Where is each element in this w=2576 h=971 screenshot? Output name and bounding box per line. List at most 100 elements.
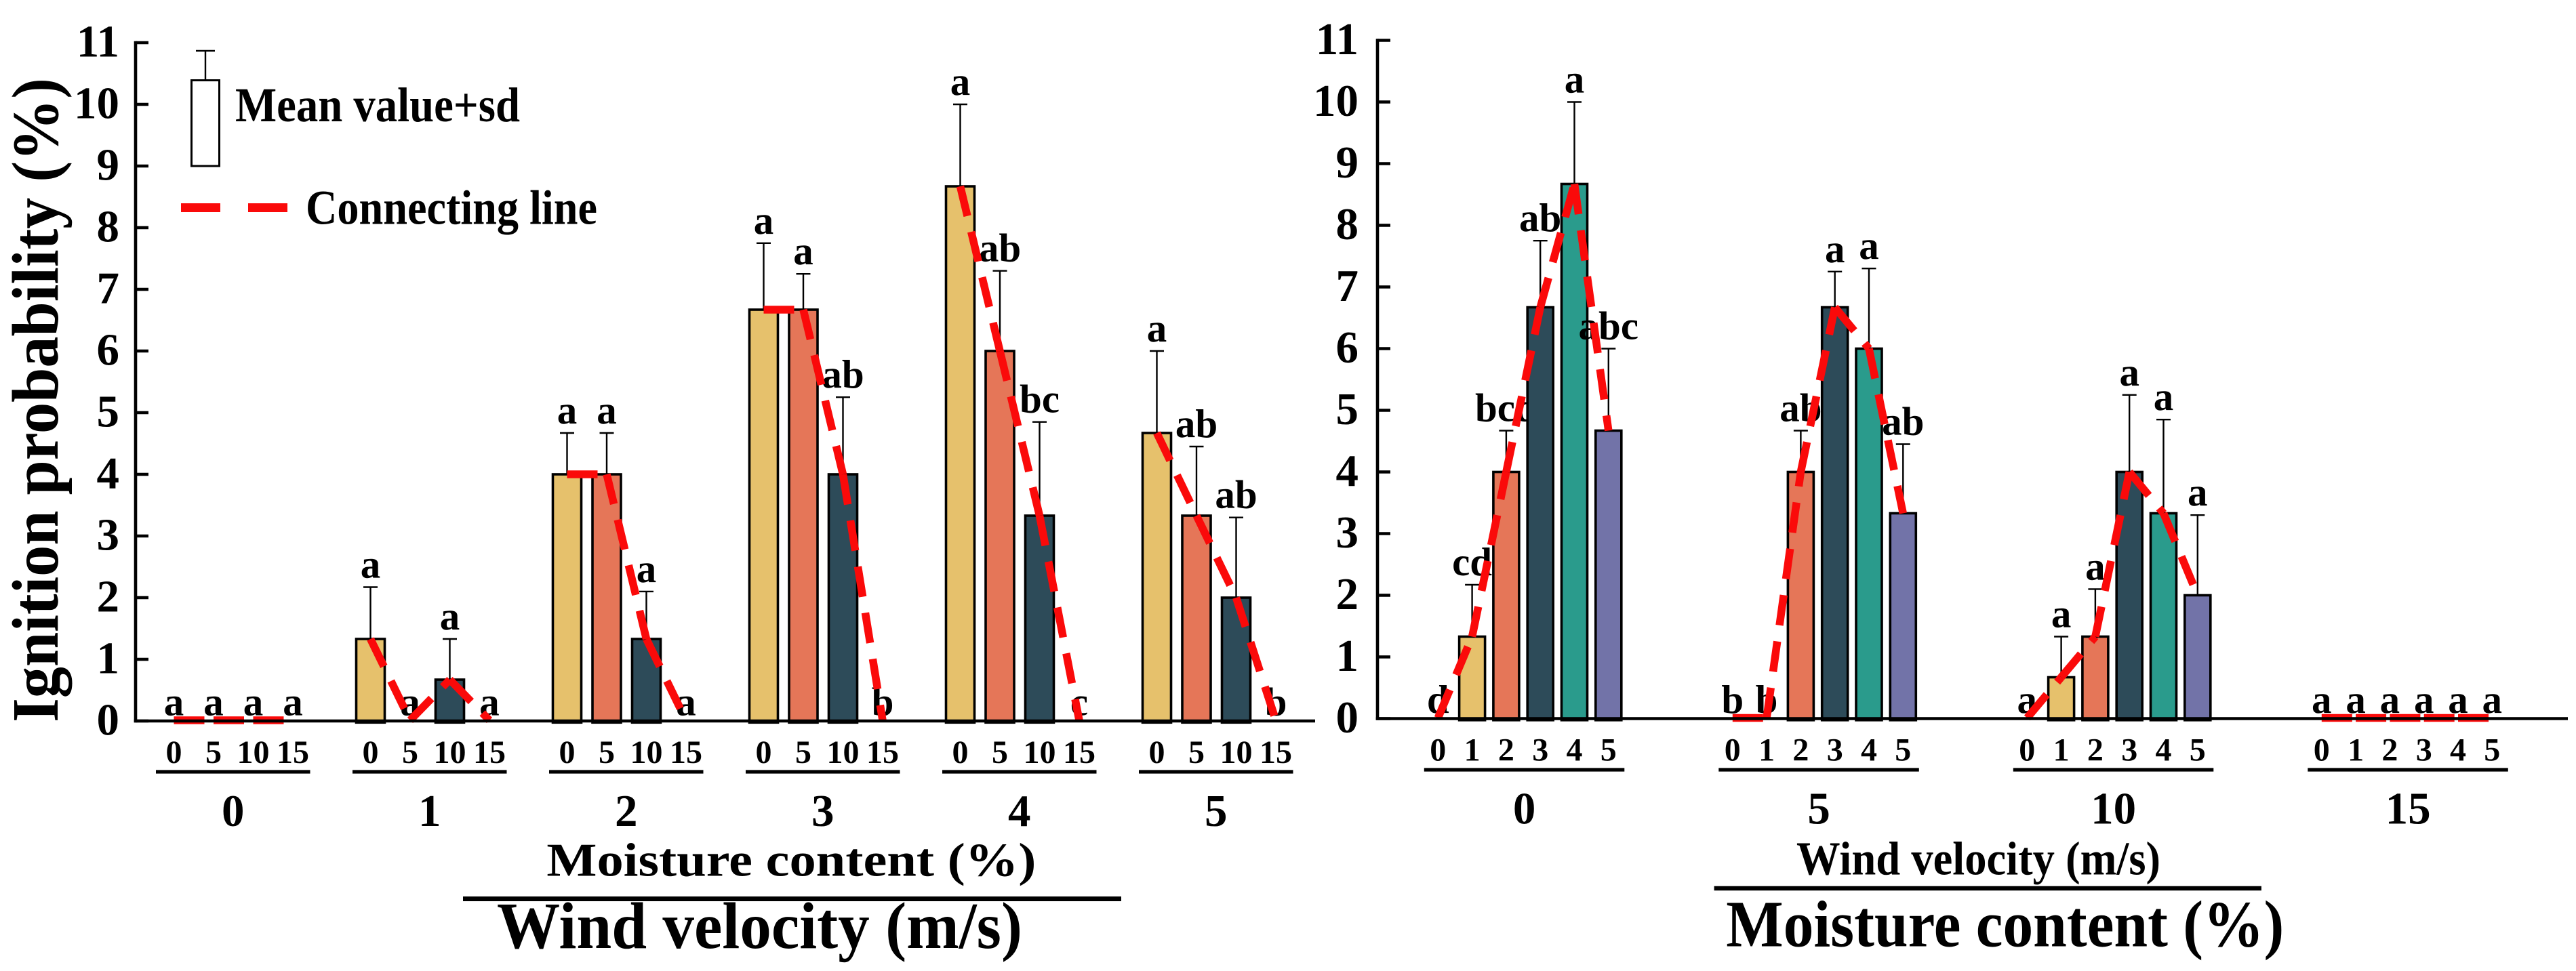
svg-text:a: a bbox=[1859, 223, 1879, 268]
svg-text:6: 6 bbox=[1336, 323, 1359, 373]
svg-text:Connecting line: Connecting line bbox=[306, 180, 597, 234]
svg-text:5: 5 bbox=[2484, 732, 2500, 768]
svg-text:11: 11 bbox=[77, 17, 119, 67]
svg-text:3: 3 bbox=[1827, 732, 1843, 768]
svg-text:a: a bbox=[597, 388, 617, 432]
svg-text:4: 4 bbox=[1861, 732, 1877, 768]
svg-text:3: 3 bbox=[97, 510, 120, 560]
svg-text:7: 7 bbox=[97, 264, 120, 314]
svg-text:4: 4 bbox=[1336, 446, 1359, 496]
svg-text:ab: ab bbox=[979, 226, 1021, 270]
svg-text:Wind velocity (m/s): Wind velocity (m/s) bbox=[1796, 833, 2160, 886]
svg-text:4: 4 bbox=[1567, 732, 1583, 768]
svg-text:3: 3 bbox=[1336, 508, 1359, 558]
svg-text:4: 4 bbox=[1008, 786, 1031, 836]
svg-text:15: 15 bbox=[670, 735, 702, 770]
svg-text:3: 3 bbox=[811, 786, 834, 836]
svg-text:5: 5 bbox=[205, 735, 222, 770]
svg-text:a: a bbox=[793, 228, 813, 273]
svg-text:5: 5 bbox=[402, 735, 418, 770]
svg-text:7: 7 bbox=[1336, 261, 1359, 311]
svg-text:a: a bbox=[2119, 350, 2139, 394]
svg-text:a: a bbox=[361, 542, 381, 587]
svg-text:abc: abc bbox=[1579, 304, 1639, 348]
svg-text:5: 5 bbox=[1601, 732, 1617, 768]
svg-text:a: a bbox=[754, 198, 774, 243]
svg-text:0: 0 bbox=[363, 735, 379, 770]
svg-text:0: 0 bbox=[2314, 732, 2330, 768]
svg-text:2: 2 bbox=[1498, 732, 1514, 768]
svg-text:10: 10 bbox=[630, 735, 663, 770]
svg-text:a: a bbox=[1825, 226, 1845, 271]
svg-text:10: 10 bbox=[74, 79, 119, 129]
svg-text:0: 0 bbox=[2019, 732, 2035, 768]
svg-text:0: 0 bbox=[97, 695, 120, 745]
svg-text:9: 9 bbox=[97, 140, 120, 190]
svg-text:ab: ab bbox=[1175, 401, 1217, 446]
svg-text:1: 1 bbox=[2053, 732, 2070, 768]
svg-text:15: 15 bbox=[866, 735, 899, 770]
svg-text:5: 5 bbox=[795, 735, 811, 770]
svg-text:a: a bbox=[2085, 543, 2106, 588]
svg-text:2: 2 bbox=[1792, 732, 1809, 768]
svg-text:15: 15 bbox=[277, 735, 309, 770]
svg-text:3: 3 bbox=[1532, 732, 1548, 768]
svg-text:0: 0 bbox=[222, 786, 245, 836]
svg-text:a: a bbox=[1565, 57, 1585, 102]
svg-text:a: a bbox=[2154, 374, 2174, 419]
svg-text:a: a bbox=[950, 59, 971, 104]
svg-text:a: a bbox=[2188, 470, 2208, 514]
svg-text:Mean value+sd: Mean value+sd bbox=[235, 78, 520, 132]
svg-text:2: 2 bbox=[2087, 732, 2104, 768]
svg-text:4: 4 bbox=[97, 449, 120, 499]
svg-text:5: 5 bbox=[1188, 735, 1205, 770]
svg-text:5: 5 bbox=[1336, 384, 1359, 434]
svg-text:a: a bbox=[2051, 592, 2072, 636]
svg-text:10: 10 bbox=[1220, 735, 1253, 770]
svg-text:1: 1 bbox=[97, 634, 120, 684]
svg-text:a: a bbox=[283, 680, 303, 724]
svg-text:a: a bbox=[557, 388, 578, 432]
svg-text:0: 0 bbox=[1149, 735, 1165, 770]
svg-text:9: 9 bbox=[1336, 138, 1359, 188]
svg-text:2: 2 bbox=[2381, 732, 2398, 768]
svg-text:ab: ab bbox=[822, 352, 864, 396]
svg-text:Wind velocity (m/s): Wind velocity (m/s) bbox=[497, 890, 1022, 962]
svg-text:5: 5 bbox=[97, 387, 120, 437]
svg-text:10: 10 bbox=[827, 735, 860, 770]
svg-text:10: 10 bbox=[2091, 784, 2136, 834]
svg-text:5: 5 bbox=[1205, 786, 1228, 836]
svg-text:3: 3 bbox=[2121, 732, 2137, 768]
svg-text:5: 5 bbox=[992, 735, 1008, 770]
svg-text:10: 10 bbox=[237, 735, 270, 770]
svg-text:0: 0 bbox=[559, 735, 576, 770]
svg-text:0: 0 bbox=[952, 735, 969, 770]
svg-text:1: 1 bbox=[418, 786, 441, 836]
svg-text:5: 5 bbox=[2190, 732, 2206, 768]
svg-text:1: 1 bbox=[1336, 631, 1359, 681]
svg-text:4: 4 bbox=[2450, 732, 2466, 768]
svg-text:8: 8 bbox=[1336, 199, 1359, 249]
svg-text:15: 15 bbox=[1260, 735, 1292, 770]
svg-text:Moisture content (%): Moisture content (%) bbox=[546, 835, 1036, 887]
svg-text:0: 0 bbox=[1430, 732, 1446, 768]
svg-text:0: 0 bbox=[1513, 784, 1536, 834]
svg-text:a: a bbox=[637, 546, 657, 591]
svg-text:0: 0 bbox=[166, 735, 182, 770]
svg-text:bc: bc bbox=[1020, 377, 1060, 421]
svg-text:Moisture content (%): Moisture content (%) bbox=[1726, 888, 2284, 961]
svg-text:0: 0 bbox=[1336, 693, 1359, 743]
svg-text:8: 8 bbox=[97, 202, 120, 252]
svg-text:11: 11 bbox=[1316, 14, 1359, 64]
svg-text:1: 1 bbox=[1464, 732, 1481, 768]
svg-text:10: 10 bbox=[434, 735, 466, 770]
svg-text:5: 5 bbox=[1807, 784, 1830, 834]
svg-text:ab: ab bbox=[1215, 472, 1257, 517]
svg-text:2: 2 bbox=[1336, 569, 1359, 619]
svg-text:a: a bbox=[440, 594, 460, 638]
svg-text:0: 0 bbox=[1725, 732, 1741, 768]
svg-text:ab: ab bbox=[1519, 195, 1561, 240]
svg-text:10: 10 bbox=[1313, 76, 1359, 126]
svg-text:15: 15 bbox=[1063, 735, 1095, 770]
svg-text:15: 15 bbox=[473, 735, 506, 770]
